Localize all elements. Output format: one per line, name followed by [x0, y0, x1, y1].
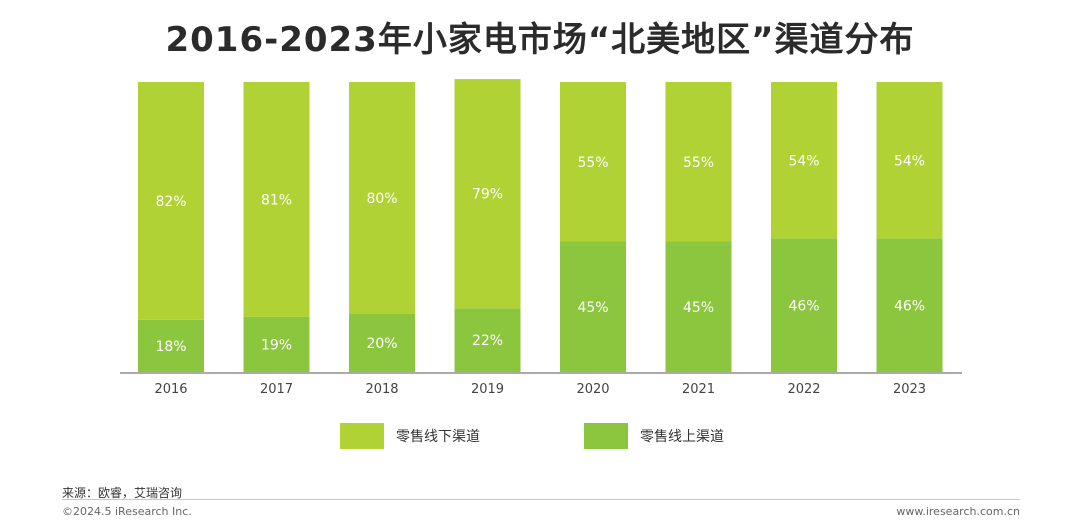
bar-offline-2018: [349, 82, 415, 314]
x-tick-labels: 2016 2017 2018 2019 2020 2021 2022 2023: [154, 382, 926, 397]
data-label-offline-2018: 80%: [366, 191, 397, 207]
x-tick-2023: 2023: [893, 382, 926, 397]
data-label-offline-2016: 82%: [155, 194, 186, 210]
data-label-offline-2019: 79%: [472, 187, 503, 203]
legend-swatch-online: [584, 423, 628, 449]
bar-online-2017: [243, 316, 310, 372]
legend-swatch-offline: [340, 423, 384, 449]
bar-online-2016: [138, 319, 204, 372]
x-tick-2016: 2016: [154, 382, 187, 397]
bar-offline-2017: [243, 82, 310, 317]
data-label-online-2022: 46%: [788, 298, 819, 314]
legend: 零售线下渠道 零售线上渠道: [0, 423, 1080, 451]
data-label-offline-2023: 54%: [894, 153, 925, 169]
bar-online-2020: [560, 241, 626, 372]
x-tick-2017: 2017: [260, 382, 293, 397]
footer-divider: [62, 499, 1020, 500]
data-label-online-2020: 45%: [577, 300, 608, 316]
bar-online-2019: [454, 308, 521, 372]
chart-title: 2016-2023年小家电市场“北美地区”渠道分布: [165, 20, 915, 60]
legend-item-offline: 零售线下渠道: [340, 423, 480, 449]
bars-group: 18% 82% 19% 81% 20% 80% 22% 79% 45% 55% 45% 55% 46% 5…: [138, 79, 943, 372]
bar-online-2021: [665, 241, 732, 372]
x-tick-2019: 2019: [471, 382, 504, 397]
bar-offline-2019: [454, 79, 521, 309]
data-label-offline-2022: 54%: [788, 153, 819, 169]
bar-offline-2021: [665, 82, 732, 242]
data-label-online-2017: 19%: [261, 337, 292, 353]
data-label-offline-2021: 55%: [683, 155, 714, 171]
copyright-text: ©2024.5 iResearch Inc.: [62, 505, 192, 518]
data-label-online-2021: 45%: [683, 300, 714, 316]
x-tick-2018: 2018: [365, 382, 398, 397]
bar-online-2022: [771, 238, 837, 372]
bar-online-2018: [349, 314, 415, 372]
x-tick-2020: 2020: [576, 382, 609, 397]
bar-offline-2022: [771, 82, 837, 239]
bar-online-2023: [876, 238, 943, 372]
data-label-online-2019: 22%: [472, 333, 503, 349]
x-tick-2021: 2021: [682, 382, 715, 397]
legend-item-online: 零售线上渠道: [584, 423, 724, 449]
website-text: www.iresearch.com.cn: [896, 505, 1020, 518]
data-label-online-2016: 18%: [155, 339, 186, 355]
bar-offline-2016: [138, 82, 204, 320]
data-label-offline-2020: 55%: [577, 155, 608, 171]
data-label-online-2018: 20%: [366, 336, 397, 352]
data-label-offline-2017: 81%: [261, 192, 292, 208]
source-note: 来源：欧睿，艾瑞咨询: [62, 486, 183, 500]
data-label-online-2023: 46%: [894, 298, 925, 314]
x-tick-2022: 2022: [787, 382, 820, 397]
stacked-bar-chart: 18% 82% 19% 81% 20% 80% 22% 79% 45% 55% 45% 55% 46% 5…: [120, 79, 962, 397]
legend-label-offline: 零售线下渠道: [396, 429, 480, 445]
bar-offline-2020: [560, 82, 626, 242]
bar-offline-2023: [876, 82, 943, 239]
legend-label-online: 零售线上渠道: [640, 429, 724, 445]
